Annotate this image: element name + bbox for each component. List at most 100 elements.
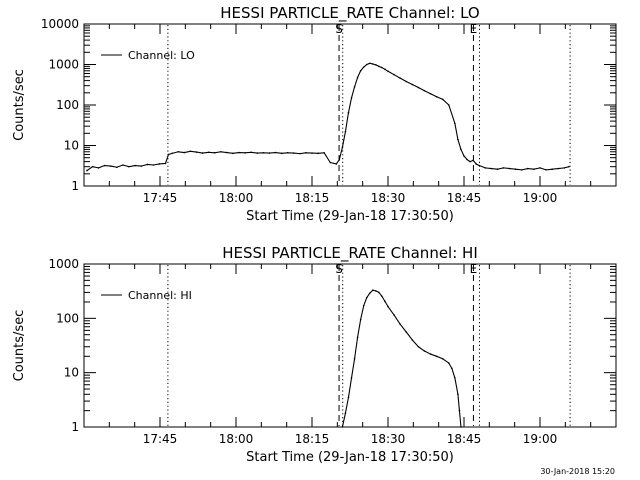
data-point (384, 300, 386, 303)
y-tick-label: 1000 (48, 58, 79, 72)
data-point (353, 86, 356, 88)
event-marker-label: S (335, 262, 343, 276)
data-point (356, 76, 359, 79)
data-point (368, 292, 371, 295)
y-tick-label: 100 (56, 311, 79, 325)
data-point (350, 377, 353, 379)
data-point (350, 97, 353, 99)
data-point (441, 98, 444, 101)
data-point (344, 412, 347, 414)
chart-title: HESSI PARTICLE_RATE Channel: HI (222, 244, 478, 263)
data-point (280, 152, 283, 155)
data-point (158, 163, 161, 165)
data-point (372, 289, 374, 291)
data-point (399, 77, 401, 79)
data-point (262, 152, 265, 154)
data-point (347, 111, 350, 114)
y-tick-label: 10000 (41, 17, 79, 31)
data-point (329, 161, 332, 164)
data-point (368, 62, 371, 65)
data-point (167, 153, 170, 156)
data-point (545, 169, 547, 171)
data-point (405, 331, 408, 333)
data-point (335, 163, 338, 165)
x-tick-label: 18:00 (219, 432, 254, 446)
data-point (502, 167, 505, 169)
x-tick-label: 18:30 (371, 191, 406, 205)
data-point (457, 393, 459, 396)
data-point (341, 426, 344, 428)
y-tick-label: 10 (64, 366, 79, 380)
data-point (469, 160, 471, 163)
data-point (338, 158, 341, 161)
data-point (268, 152, 271, 154)
data-point (299, 152, 301, 155)
chart-panel-1: HESSI PARTICLE_RATE Channel: LO Start Tim… (12, 4, 617, 224)
data-point (359, 69, 362, 72)
data-point (375, 64, 377, 66)
data-point (97, 167, 100, 169)
x-tick-label: 18:45 (447, 432, 482, 446)
x-tick-label: 19:00 (523, 432, 558, 446)
data-point (441, 358, 444, 360)
data-point (478, 164, 481, 167)
data-point (341, 146, 344, 149)
data-point (365, 63, 368, 66)
data-point (91, 165, 94, 168)
data-point (164, 162, 167, 165)
data-point (128, 165, 130, 168)
data-point (393, 73, 395, 76)
data-point (458, 409, 461, 412)
x-tick-label: 19:00 (523, 191, 558, 205)
data-point (213, 152, 216, 154)
y-tick-label: 100 (56, 98, 79, 112)
data-point (484, 167, 487, 169)
data-point (423, 89, 426, 92)
x-tick-label: 17:45 (143, 191, 178, 205)
data-point (177, 150, 180, 153)
data-point (232, 152, 234, 155)
data-point (417, 86, 420, 89)
data-point (448, 104, 450, 106)
data-point (393, 314, 395, 316)
data-point (207, 151, 210, 154)
event-marker-label: S (335, 22, 343, 36)
data-point (375, 290, 377, 292)
data-point (448, 362, 450, 364)
data-point (378, 65, 380, 68)
data-point (323, 152, 325, 154)
data-point (171, 152, 173, 155)
data-point (411, 83, 414, 86)
chart-panel-2: HESSI PARTICLE_RATE Channel: HI Start Tim… (12, 244, 617, 465)
data-point (466, 158, 468, 161)
data-point (372, 63, 374, 65)
data-point (347, 396, 350, 399)
data-point (122, 164, 124, 166)
plot-frame (83, 263, 617, 428)
data-point (533, 168, 535, 170)
x-tick-label: 18:15 (295, 191, 330, 205)
data-point (551, 168, 553, 170)
data-point (527, 167, 529, 170)
event-marker-label: E (470, 22, 478, 36)
x-tick-label: 18:00 (219, 191, 254, 205)
data-point (384, 68, 386, 71)
data-point (463, 155, 465, 157)
data-point (405, 80, 408, 83)
data-point (451, 367, 453, 370)
legend-entry: Channel: HI (128, 289, 192, 302)
data-point (508, 167, 511, 170)
x-tick-label: 18:30 (371, 432, 406, 446)
data-point (183, 151, 186, 154)
data-point (417, 345, 420, 348)
data-point (134, 164, 136, 167)
generated-timestamp: 30-Jan-2018 15:20 (540, 467, 615, 476)
data-point (539, 167, 541, 169)
data-point (103, 164, 106, 167)
data-point (292, 152, 295, 154)
y-axis-label: Counts/sec (12, 310, 27, 382)
data-point (411, 339, 414, 341)
data-point (220, 150, 222, 153)
data-point (381, 66, 383, 69)
